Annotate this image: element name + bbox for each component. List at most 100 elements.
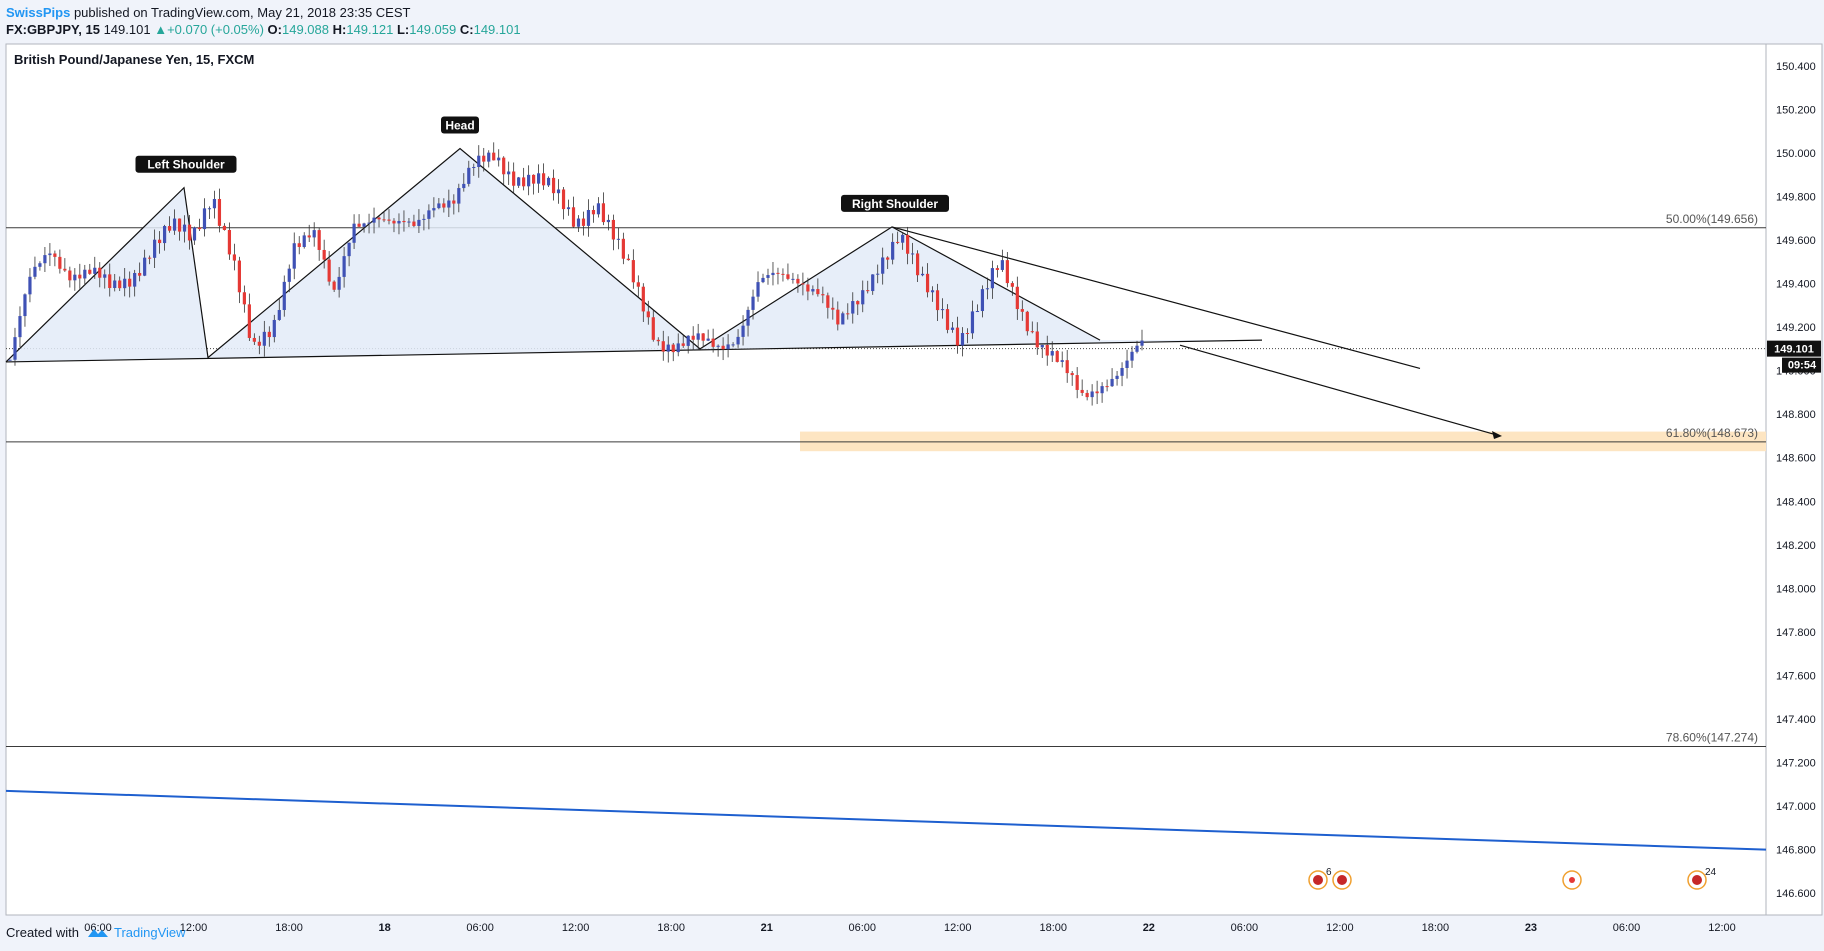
author-link[interactable]: SwissPips xyxy=(6,5,71,20)
candle-bear xyxy=(631,260,635,283)
candle-bear xyxy=(656,339,660,342)
candle-bull xyxy=(487,152,491,162)
candle-bear xyxy=(915,253,920,276)
candle-bear xyxy=(297,243,301,247)
candle-bear xyxy=(561,189,566,210)
candle-bear xyxy=(955,327,960,346)
time-tick-label: 18:00 xyxy=(657,922,685,934)
projection-arrowhead xyxy=(1492,430,1502,439)
candle-bull xyxy=(940,309,945,311)
candle-bull xyxy=(766,275,770,278)
candle-bear xyxy=(1095,391,1099,394)
candle-bear xyxy=(661,341,665,352)
candle-bear xyxy=(866,290,870,292)
candle-bear xyxy=(1055,351,1059,362)
candle-bull xyxy=(207,208,212,210)
low-label: L: xyxy=(396,22,410,37)
tradingview-link[interactable]: TradingView xyxy=(87,925,186,940)
candle-bull xyxy=(272,319,276,338)
candle-bear xyxy=(1105,386,1109,388)
candle-bull xyxy=(337,276,341,290)
candle-bull xyxy=(980,289,985,312)
pattern-label: Head xyxy=(445,119,474,133)
candle-bear xyxy=(332,281,336,290)
candle-bull xyxy=(133,273,137,287)
time-tick-label: 12:00 xyxy=(944,922,972,934)
last-price-tag xyxy=(1767,340,1821,357)
price-tick-label: 148.600 xyxy=(1776,453,1816,465)
price-tick-label: 150.200 xyxy=(1776,104,1816,116)
countdown-label: 09:54 xyxy=(1788,360,1817,372)
time-tick-label: 23 xyxy=(1525,922,1537,934)
candle-bear xyxy=(721,345,725,350)
candle-bull xyxy=(83,269,87,279)
time-tick-label: 18:00 xyxy=(1040,922,1068,934)
candle-bear xyxy=(377,217,381,220)
candle-bull xyxy=(576,218,581,227)
candle-bull xyxy=(103,274,107,278)
price-tick-label: 146.800 xyxy=(1776,845,1816,857)
price-tick-label: 147.800 xyxy=(1776,627,1816,639)
price-tick-label: 148.400 xyxy=(1776,496,1816,508)
neckline xyxy=(5,339,1263,363)
candle-bear xyxy=(1035,331,1039,348)
candle-bull xyxy=(990,268,994,289)
candle-bull xyxy=(1090,391,1094,398)
published-text: published on TradingView.com, May 21, 20… xyxy=(73,5,411,20)
candle-bull xyxy=(342,256,346,277)
candle-bull xyxy=(731,344,735,346)
candle-bear xyxy=(906,234,910,254)
candle-bear xyxy=(646,311,650,318)
candle-bear xyxy=(641,286,645,312)
footer: Created with TradingView xyxy=(6,925,186,940)
price-tick-label: 148.800 xyxy=(1776,409,1816,421)
uk-flag-icon xyxy=(1337,875,1347,885)
candle-bull xyxy=(182,224,187,232)
candle-bull xyxy=(960,333,965,346)
candle-bull xyxy=(73,274,77,281)
candle-bull xyxy=(811,289,815,292)
candle-bear xyxy=(187,224,192,241)
price-tick-label: 146.600 xyxy=(1776,888,1816,900)
candle-bull xyxy=(422,218,426,220)
candle-bull xyxy=(48,253,52,256)
candle-bull xyxy=(202,208,207,230)
candle-bear xyxy=(227,229,232,255)
candle-bear xyxy=(53,253,57,257)
price-tick-label: 147.600 xyxy=(1776,670,1816,682)
candle-bear xyxy=(222,225,227,230)
tradingview-brand: TradingView xyxy=(113,925,186,940)
candle-bull xyxy=(736,336,740,345)
event-marker-dot xyxy=(1569,877,1575,883)
candle-bull xyxy=(397,220,401,224)
candle-bull xyxy=(43,255,47,264)
time-tick-label: 21 xyxy=(761,922,773,934)
chart-title: British Pound/Japanese Yen, 15, FXCM xyxy=(14,52,254,67)
candle-bull xyxy=(566,207,571,210)
candle-bear xyxy=(826,295,830,308)
candle-bull xyxy=(123,278,127,289)
candle-bear xyxy=(1045,344,1049,356)
candle-bear xyxy=(357,223,361,227)
candle-bull xyxy=(517,177,521,186)
candle-bear xyxy=(257,341,261,346)
candle-bear xyxy=(98,267,102,278)
candle-bull xyxy=(462,183,466,189)
last-price: 149.101 xyxy=(103,22,151,37)
candle-bull xyxy=(716,345,720,347)
candle-bull xyxy=(1060,360,1064,362)
candle-bull xyxy=(23,294,27,317)
candle-bull xyxy=(676,343,680,353)
candle-bull xyxy=(367,222,371,224)
candle-bull xyxy=(706,338,710,341)
candle-bear xyxy=(945,309,950,330)
candle-bear xyxy=(232,254,237,261)
pattern-label: Left Shoulder xyxy=(147,158,225,172)
candle-bear xyxy=(796,278,800,284)
price-tick-label: 148.000 xyxy=(1776,583,1816,595)
candle-bull xyxy=(277,309,281,320)
time-tick-label: 12:00 xyxy=(1326,922,1354,934)
candle-bull xyxy=(143,257,147,276)
candle-bear xyxy=(392,220,396,224)
